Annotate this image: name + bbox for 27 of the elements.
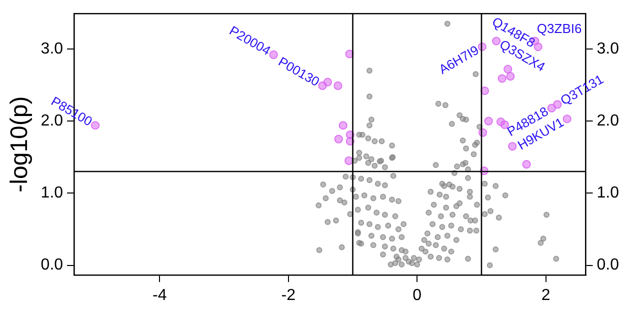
x-tick-label: -2 bbox=[281, 287, 296, 304]
y-tick-label: 0.0 bbox=[40, 256, 64, 274]
point bbox=[508, 142, 517, 151]
y2-tick-label: 2.0 bbox=[596, 112, 620, 130]
y2-tick-label: 3.0 bbox=[596, 40, 620, 58]
y2-tick-label: 1.0 bbox=[596, 184, 620, 202]
point bbox=[90, 121, 100, 130]
x-tick-label: 0 bbox=[412, 287, 422, 304]
x-tick-label: 2 bbox=[541, 287, 550, 304]
x-tick-label: -4 bbox=[152, 287, 167, 304]
point bbox=[484, 116, 493, 126]
point bbox=[323, 78, 332, 86]
y-axis-title: -log10(p) bbox=[6, 96, 34, 192]
point bbox=[506, 72, 515, 81]
point bbox=[334, 134, 343, 144]
point bbox=[338, 121, 348, 130]
point bbox=[269, 50, 278, 60]
point bbox=[522, 160, 531, 169]
point bbox=[498, 74, 506, 83]
point bbox=[480, 86, 489, 96]
point bbox=[553, 100, 562, 109]
annotation: Q3ZBI6 bbox=[536, 21, 582, 36]
y2-tick-label: 0.0 bbox=[596, 256, 620, 274]
y-tick-label: 1.0 bbox=[40, 184, 64, 202]
point bbox=[344, 156, 354, 166]
point bbox=[334, 81, 342, 90]
y-tick-label: 3.0 bbox=[40, 40, 64, 58]
